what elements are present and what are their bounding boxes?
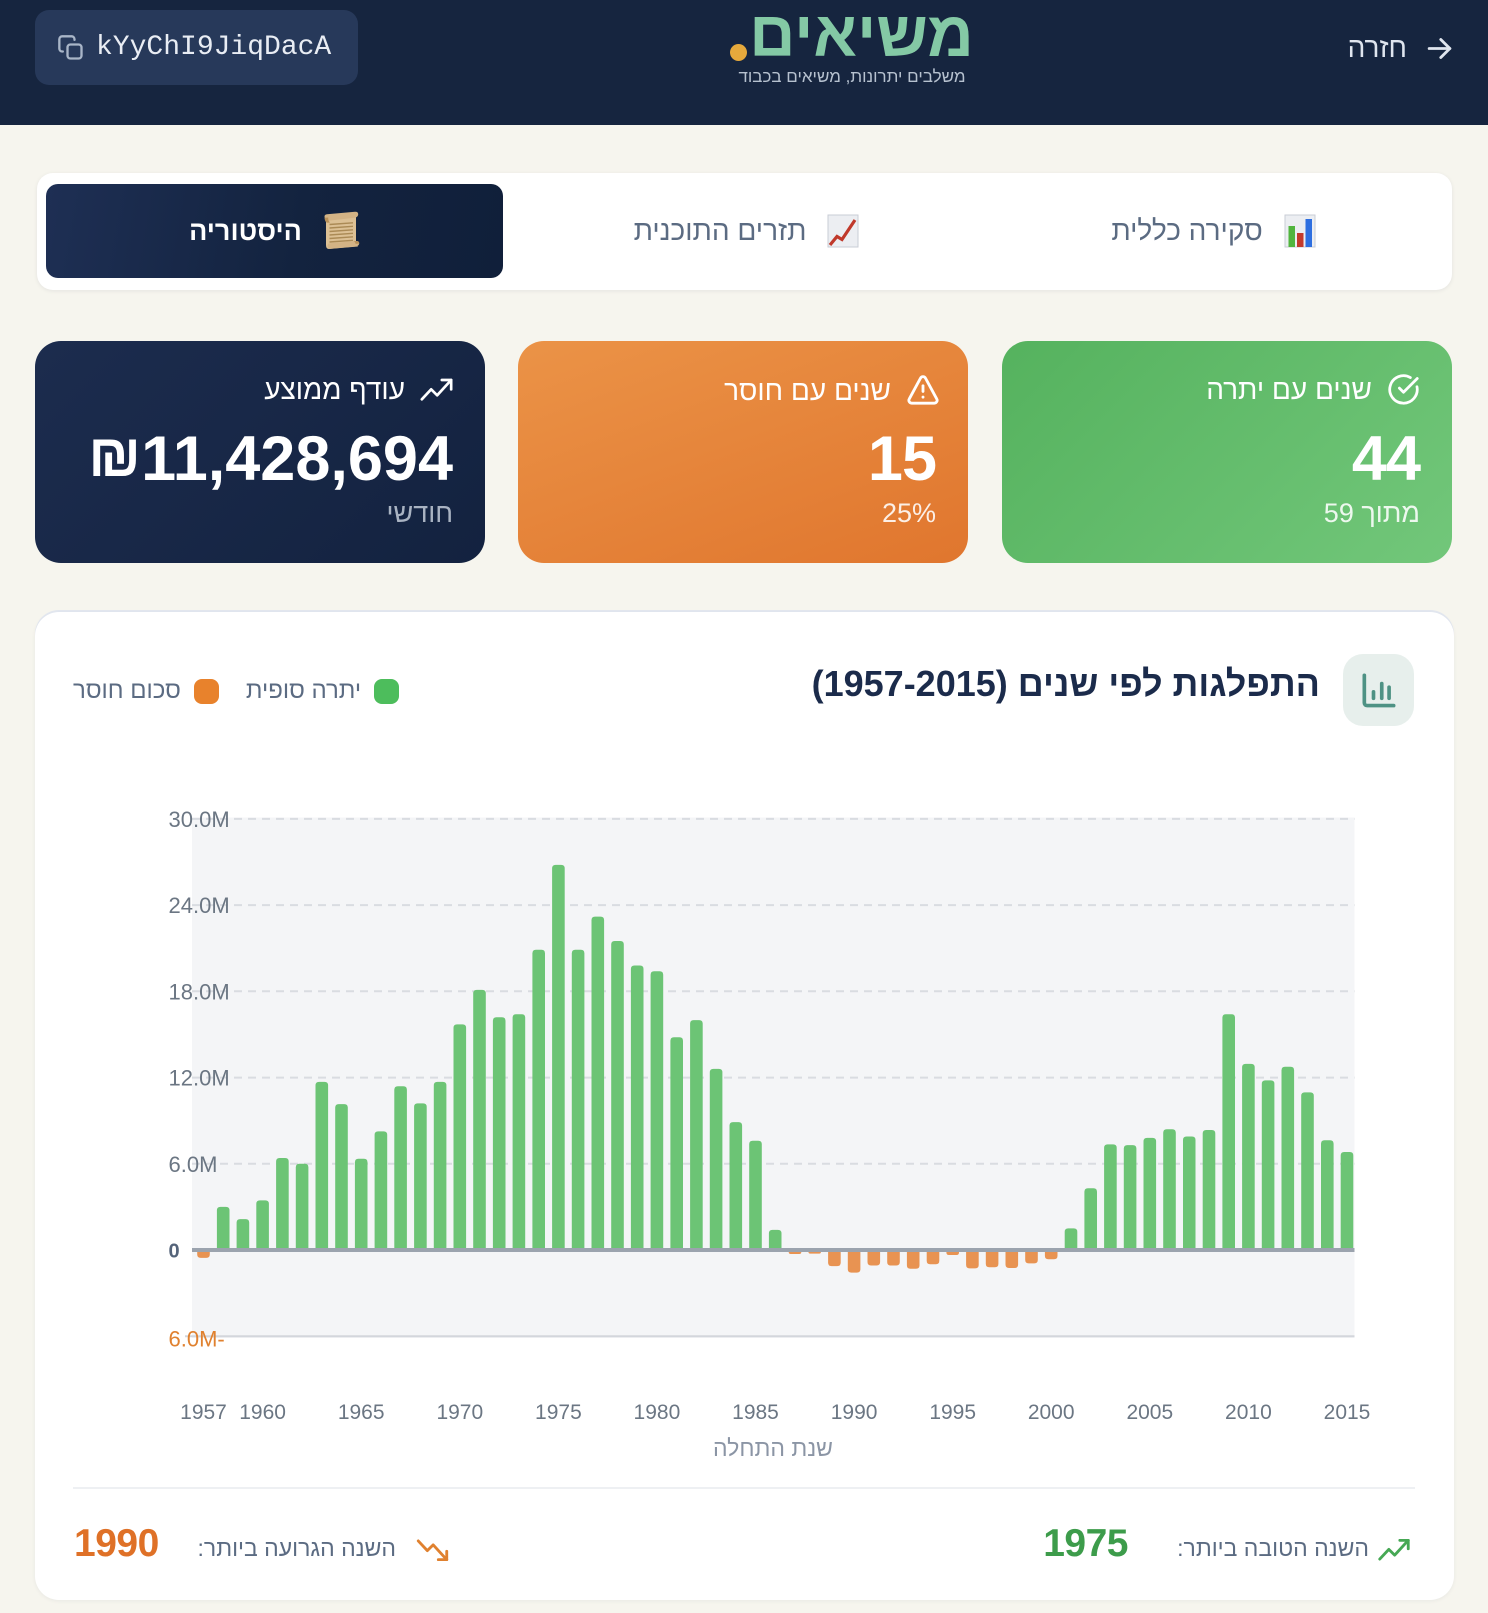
svg-text:6.0M-: 6.0M- [169, 1327, 225, 1352]
svg-text:1970: 1970 [436, 1401, 483, 1424]
svg-text:2005: 2005 [1126, 1401, 1173, 1424]
svg-text:12.0M: 12.0M [169, 1066, 230, 1091]
svg-text:24.0M: 24.0M [169, 893, 230, 918]
svg-text:2015: 2015 [1324, 1401, 1371, 1424]
svg-text:1995: 1995 [929, 1401, 976, 1424]
svg-text:1957: 1957 [180, 1401, 227, 1424]
svg-text:1990: 1990 [831, 1401, 878, 1424]
svg-text:2010: 2010 [1225, 1401, 1272, 1424]
svg-text:30.0M: 30.0M [169, 807, 230, 832]
svg-text:1985: 1985 [732, 1401, 779, 1424]
svg-text:1975: 1975 [535, 1401, 582, 1424]
svg-text:1965: 1965 [338, 1401, 385, 1424]
svg-text:2000: 2000 [1028, 1401, 1075, 1424]
svg-text:שנת התחלה: שנת התחלה [713, 1435, 833, 1461]
svg-text:6.0M: 6.0M [169, 1152, 218, 1177]
svg-text:1960: 1960 [239, 1401, 286, 1424]
svg-text:1980: 1980 [634, 1401, 681, 1424]
svg-text:0: 0 [169, 1241, 180, 1263]
svg-text:18.0M: 18.0M [169, 979, 230, 1004]
